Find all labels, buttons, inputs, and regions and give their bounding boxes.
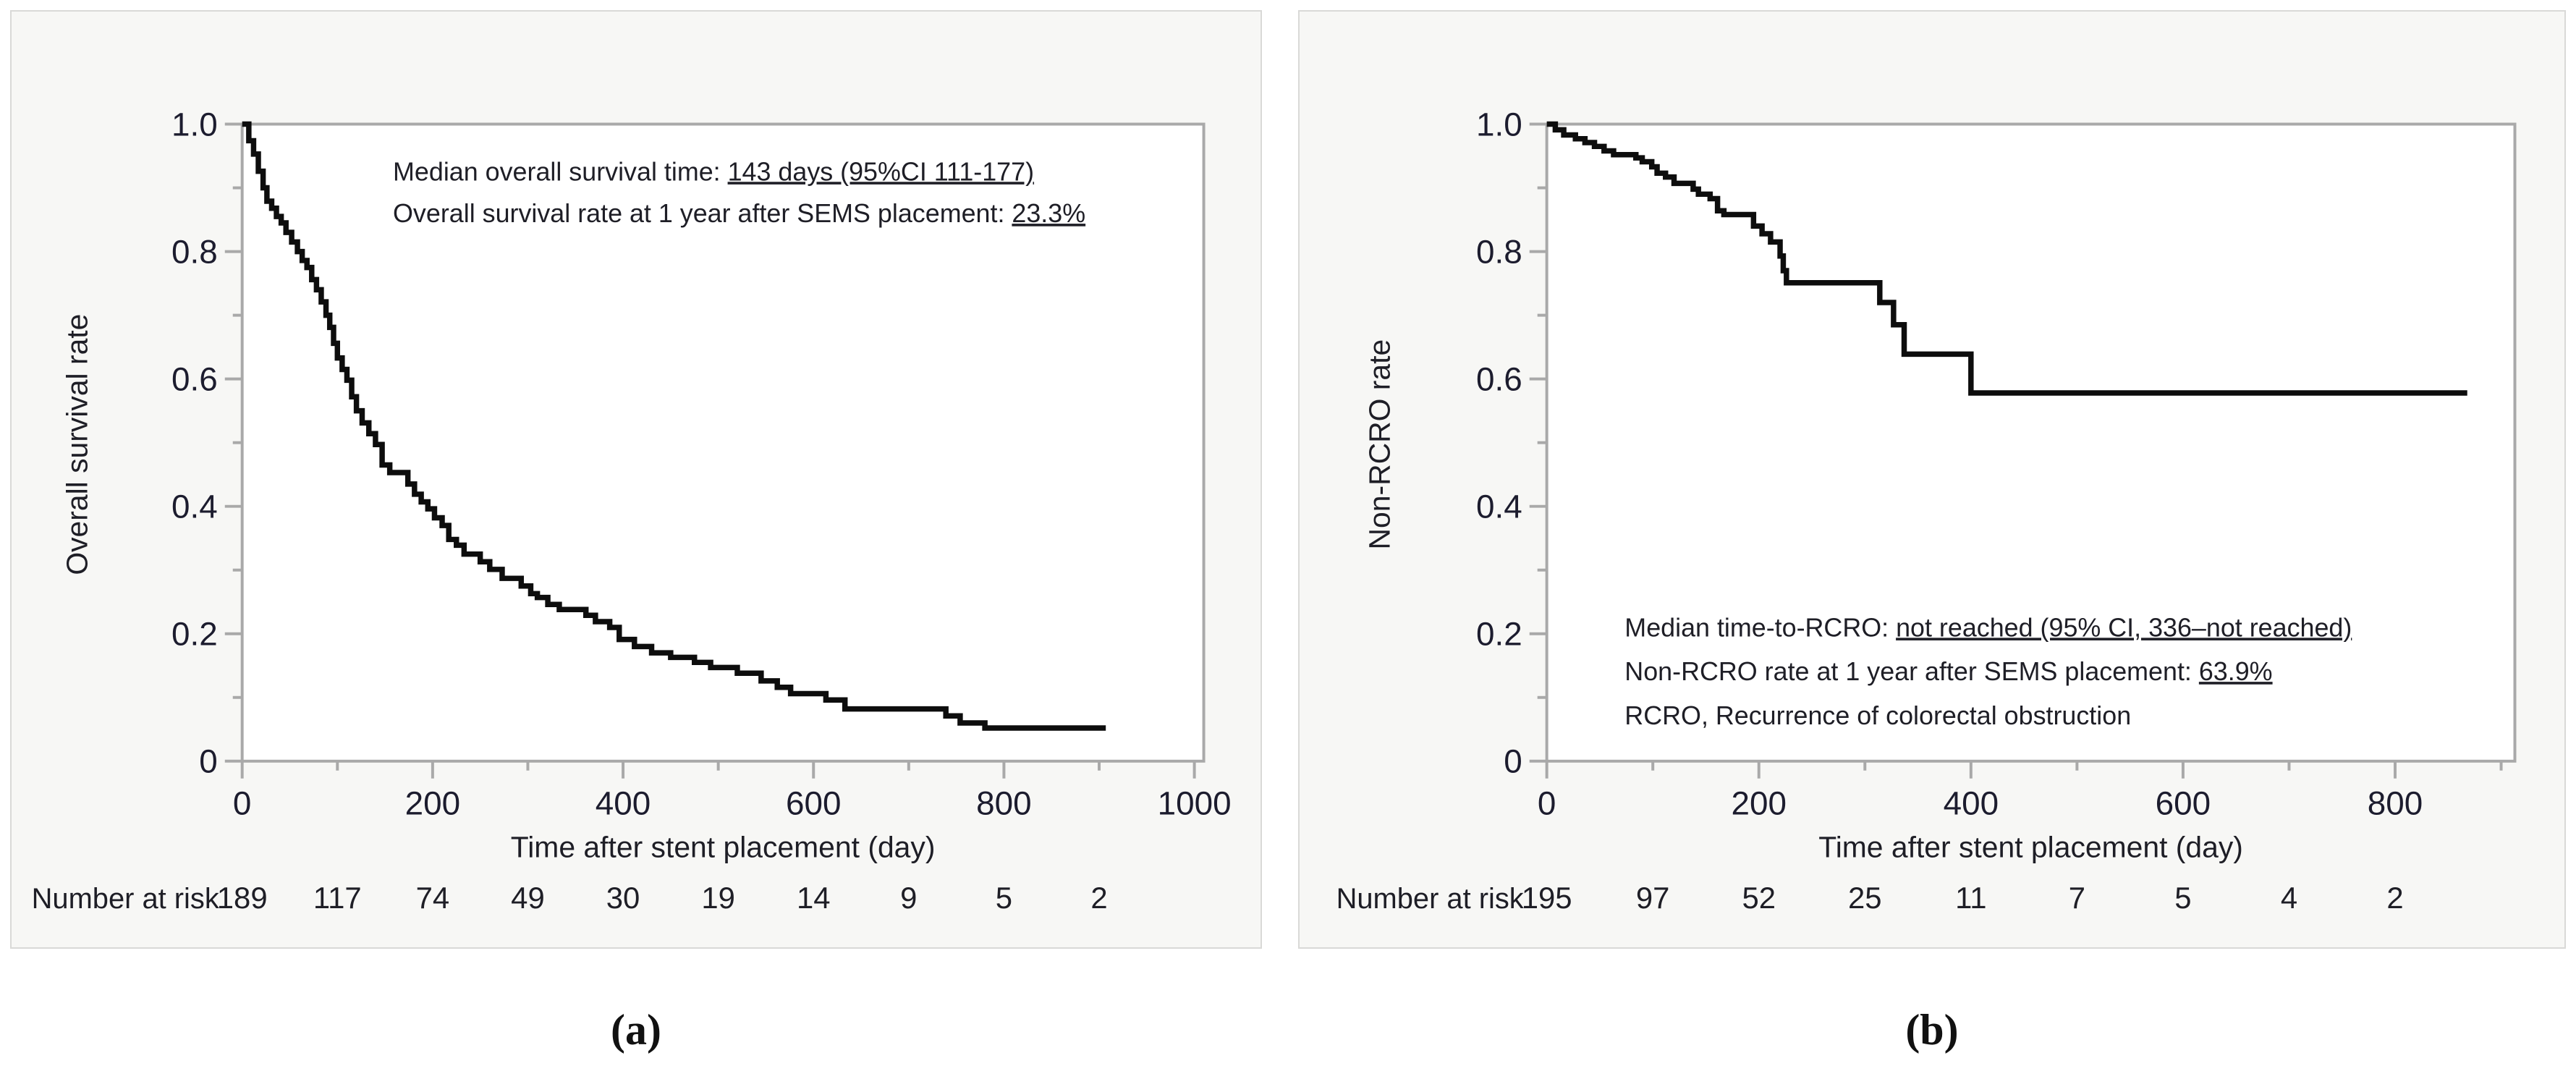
overall-survival-chart: 0 200 400 600 800 1000 1.0 0.8 0.6 0.4 0.2 0 Median … [32,105,1232,915]
number-at-risk-value: 74 [416,881,450,915]
y-axis-title: Overall survival rate [60,314,93,575]
x-tick-label: 600 [2156,784,2211,822]
panel-b: 0 200 400 600 800 1.0 0.8 0.6 0.4 0.2 0 Median time… [1298,10,2566,949]
number-at-risk-value: 4 [2281,881,2297,915]
survival-curve [242,121,1106,731]
y-tick-label: 0.2 [1476,615,1522,653]
y-axis-title: Non-RCRO rate [1363,339,1396,550]
number-at-risk-value: 52 [1742,881,1776,915]
annotation-line: Median time-to-RCRO: not reached (95% CI… [1624,613,2352,642]
y-tick-label: 1.0 [171,105,218,143]
number-at-risk-value: 25 [1848,881,1882,915]
x-tick-label: 200 [1731,784,1787,822]
number-at-risk-value: 97 [1636,881,1670,915]
y-tick-label: 0.8 [1476,233,1522,271]
annotation-line: RCRO, Recurrence of colorectal obstructi… [1624,701,2131,730]
number-at-risk-value: 5 [996,881,1012,915]
y-tick-label: 0 [199,742,218,780]
x-tick-label: 1000 [1158,784,1232,822]
non-rcro-chart: 0 200 400 600 800 1.0 0.8 0.6 0.4 0.2 0 Median time… [1336,105,2517,915]
annotation-line: Non-RCRO rate at 1 year after SEMS place… [1624,657,2272,686]
plot-frame [1545,122,2517,763]
x-tick-label: 800 [976,784,1032,822]
number-at-risk-value: 49 [511,881,545,915]
number-at-risk-value: 14 [797,881,831,915]
number-at-risk-value: 9 [900,881,917,915]
y-tick-label: 0.4 [1476,488,1522,525]
caption-b: (b) [1905,1006,1959,1054]
x-axis-title: Time after stent placement (day) [511,830,936,863]
y-tick-label: 0.6 [1476,360,1522,398]
panel-a: 0 200 400 600 800 1000 1.0 0.8 0.6 0.4 0.2 0 Median … [10,10,1262,949]
y-tick-label: 0.8 [171,233,218,271]
x-tick-label: 800 [2368,784,2423,822]
x-tick-label: 200 [405,784,460,822]
number-at-risk-value: 30 [606,881,640,915]
survival-curve [1546,121,2467,396]
x-tick-label: 0 [1538,784,1556,822]
number-at-risk-value: 189 [217,881,268,915]
number-at-risk-value: 195 [1522,881,1572,915]
y-tick-label: 0.4 [171,488,218,525]
annotation-line: Median overall survival time: 143 days (… [393,157,1034,186]
number-at-risk-value: 19 [701,881,735,915]
y-tick-label: 0 [1504,742,1522,780]
number-at-risk-label: Number at risk [1336,883,1524,915]
number-at-risk-value: 11 [1955,881,1986,915]
number-at-risk-value: 2 [1090,881,1107,915]
annotation-line: Overall survival rate at 1 year after SE… [393,199,1085,228]
number-at-risk-value: 2 [2386,881,2403,915]
caption-a: (a) [611,1006,661,1054]
number-at-risk-value: 5 [2174,881,2191,915]
y-tick-label: 0.2 [171,615,218,653]
x-tick-label: 0 [233,784,252,822]
y-tick-label: 0.6 [171,360,218,398]
x-tick-label: 600 [786,784,842,822]
x-tick-label: 400 [596,784,651,822]
plot-frame [240,122,1206,763]
number-at-risk-value: 117 [313,881,362,915]
x-tick-label: 400 [1944,784,1999,822]
number-at-risk-value: 7 [2069,881,2085,915]
x-axis-title: Time after stent placement (day) [1818,830,2243,863]
y-tick-label: 1.0 [1476,105,1522,143]
number-at-risk-label: Number at risk [32,883,219,915]
